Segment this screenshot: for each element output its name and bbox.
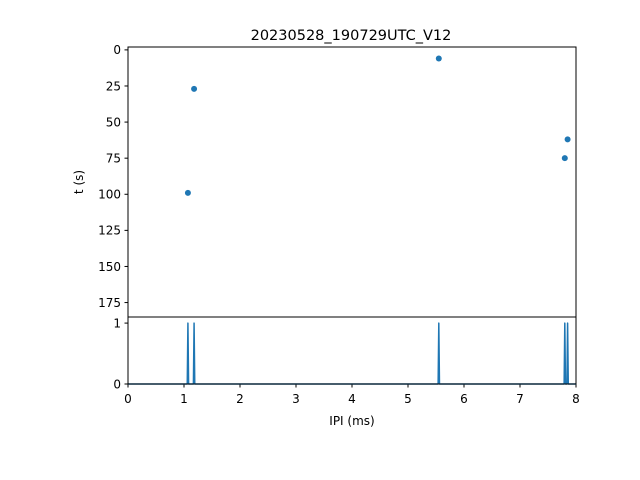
scatter-y-tick-label: 100 bbox=[98, 188, 121, 202]
scatter-y-tick-label: 0 bbox=[113, 43, 121, 57]
scatter-points bbox=[184, 55, 571, 196]
x-tick-label: 7 bbox=[516, 392, 524, 406]
spike-y-axis: 01 bbox=[113, 316, 128, 391]
spike-y-tick-label: 0 bbox=[113, 377, 121, 391]
spike-x-axis: 0 1 2 3 4 5 6 7 8 bbox=[124, 384, 580, 406]
scatter-y-axis: 0 25 50 75 100 125 150 175 bbox=[98, 43, 128, 310]
x-tick-label: 6 bbox=[460, 392, 468, 406]
scatter-y-tick-label: 25 bbox=[106, 79, 121, 93]
scatter-y-tick-label: 50 bbox=[106, 115, 121, 129]
scatter-y-axis-label: t (s) bbox=[72, 170, 86, 194]
spike-series-line bbox=[128, 322, 576, 385]
x-tick-label: 0 bbox=[124, 392, 132, 406]
x-axis-label: IPI (ms) bbox=[329, 414, 374, 428]
scatter-y-tick-label: 125 bbox=[98, 224, 121, 238]
x-tick-label: 1 bbox=[180, 392, 188, 406]
spike-panel-frame bbox=[127, 316, 577, 385]
x-tick-label: 2 bbox=[236, 392, 244, 406]
scatter-point bbox=[564, 136, 571, 143]
scatter-panel: 0 25 50 75 100 125 150 175 t (s) bbox=[72, 43, 577, 318]
x-tick-label: 5 bbox=[404, 392, 412, 406]
x-tick-label: 4 bbox=[348, 392, 356, 406]
x-tick-label: 3 bbox=[292, 392, 300, 406]
spike-y-tick-label: 1 bbox=[113, 316, 121, 330]
scatter-y-tick-label: 150 bbox=[98, 260, 121, 274]
scatter-point bbox=[561, 155, 568, 162]
scatter-point bbox=[191, 85, 198, 92]
chart-title: 20230528_190729UTC_V12 bbox=[251, 28, 452, 44]
scatter-y-tick-label: 75 bbox=[106, 151, 121, 165]
scatter-point bbox=[184, 189, 191, 196]
x-tick-label: 8 bbox=[572, 392, 580, 406]
spike-series bbox=[128, 322, 576, 385]
scatter-y-tick-label: 175 bbox=[98, 296, 121, 310]
scatter-point bbox=[435, 55, 442, 62]
